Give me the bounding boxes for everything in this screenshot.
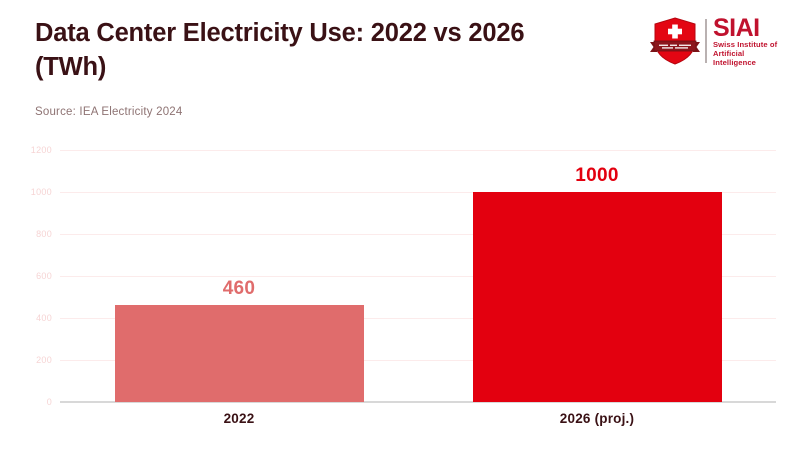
source-note: Source: IEA Electricity 2024 (35, 106, 183, 118)
y-axis-tick-label: 0 (46, 397, 52, 407)
bar-value-label: 1000 (575, 165, 619, 186)
logo-divider (705, 19, 707, 63)
siai-logo: SIAI Swiss Institute of Artificial Intel… (650, 15, 785, 67)
gridline (60, 150, 776, 151)
gridline (60, 360, 776, 361)
gridline (60, 318, 776, 319)
gridline (60, 276, 776, 277)
page-title-line2: (TWh) (35, 53, 107, 81)
bar-2026 (proj.) (472, 192, 722, 402)
x-axis-category-label: 2026 (proj.) (559, 411, 635, 426)
page-title-line1: Data Center Electricity Use: 2022 vs 202… (35, 19, 525, 47)
logo-acronym: SIAI (713, 13, 760, 42)
y-axis-tick-label: 600 (36, 271, 52, 281)
logo-text: SIAI Swiss Institute of Artificial Intel… (713, 13, 785, 67)
gridline (60, 234, 776, 235)
bar-value-label: 460 (222, 278, 256, 300)
y-axis-tick-label: 400 (36, 313, 52, 323)
y-axis-tick-label: 1000 (30, 187, 52, 197)
gridline (60, 192, 776, 193)
page-title: Data Center Electricity Use: 2022 vs 202… (35, 16, 635, 84)
y-axis-tick-label: 800 (36, 229, 52, 239)
y-axis-tick-label: 200 (36, 355, 52, 365)
logo-name-line1: Swiss Institute of (713, 39, 778, 49)
swiss-shield-icon (650, 17, 700, 65)
x-axis-baseline (60, 401, 776, 403)
x-axis-category-label: 2022 (223, 411, 255, 426)
bar-2022 (114, 305, 364, 402)
y-axis-tick-label: 1200 (30, 145, 52, 155)
logo-name-line2: Artificial Intelligence (713, 48, 756, 67)
